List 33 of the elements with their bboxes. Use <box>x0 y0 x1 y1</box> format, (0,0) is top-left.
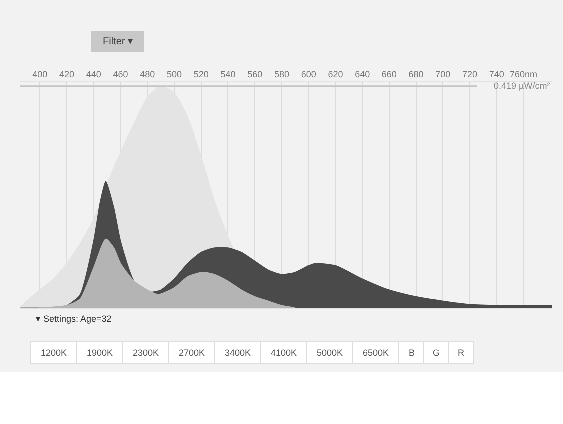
text: G <box>433 348 440 358</box>
text: 3400K <box>225 348 252 358</box>
text: 1200K <box>41 348 68 358</box>
text: 4100K <box>271 348 298 358</box>
x-tick-label: 520 <box>194 69 209 80</box>
x-tick-label: 580 <box>274 69 290 80</box>
x-tick-label: 500 <box>166 69 182 80</box>
x-tick-label: 720 <box>462 69 478 80</box>
text: 6500K <box>363 348 390 358</box>
x-tick-label: 540 <box>220 69 236 80</box>
text: R <box>458 348 465 358</box>
x-tick-label: 700 <box>436 69 451 80</box>
x-tick-label: 560 <box>248 69 263 80</box>
ref-line-label: 0.419 µW/cm² <box>494 81 550 91</box>
text: ▾ Settings: Age=32 <box>36 314 112 324</box>
x-tick-label: 600 <box>301 69 316 80</box>
x-tick-label: 460 <box>113 69 128 80</box>
text: Filter ▾ <box>103 36 133 48</box>
text: B <box>409 348 416 358</box>
x-tick-label: 480 <box>140 69 156 80</box>
x-tick-label: 440 <box>86 69 102 80</box>
x-tick-label: 620 <box>328 69 344 80</box>
x-tick-label: 400 <box>32 69 48 80</box>
text: 2300K <box>133 348 160 358</box>
text: 5000K <box>317 348 344 358</box>
x-tick-label: 740 <box>489 69 504 80</box>
x-tick-label: 420 <box>60 69 75 80</box>
x-tick-label: 680 <box>408 69 424 80</box>
x-tick-label: 640 <box>355 69 370 80</box>
x-tick-label: 760nm <box>510 69 538 80</box>
text: 2700K <box>179 348 206 358</box>
x-tick-label: 660 <box>382 69 397 80</box>
text: 1900K <box>87 348 114 358</box>
